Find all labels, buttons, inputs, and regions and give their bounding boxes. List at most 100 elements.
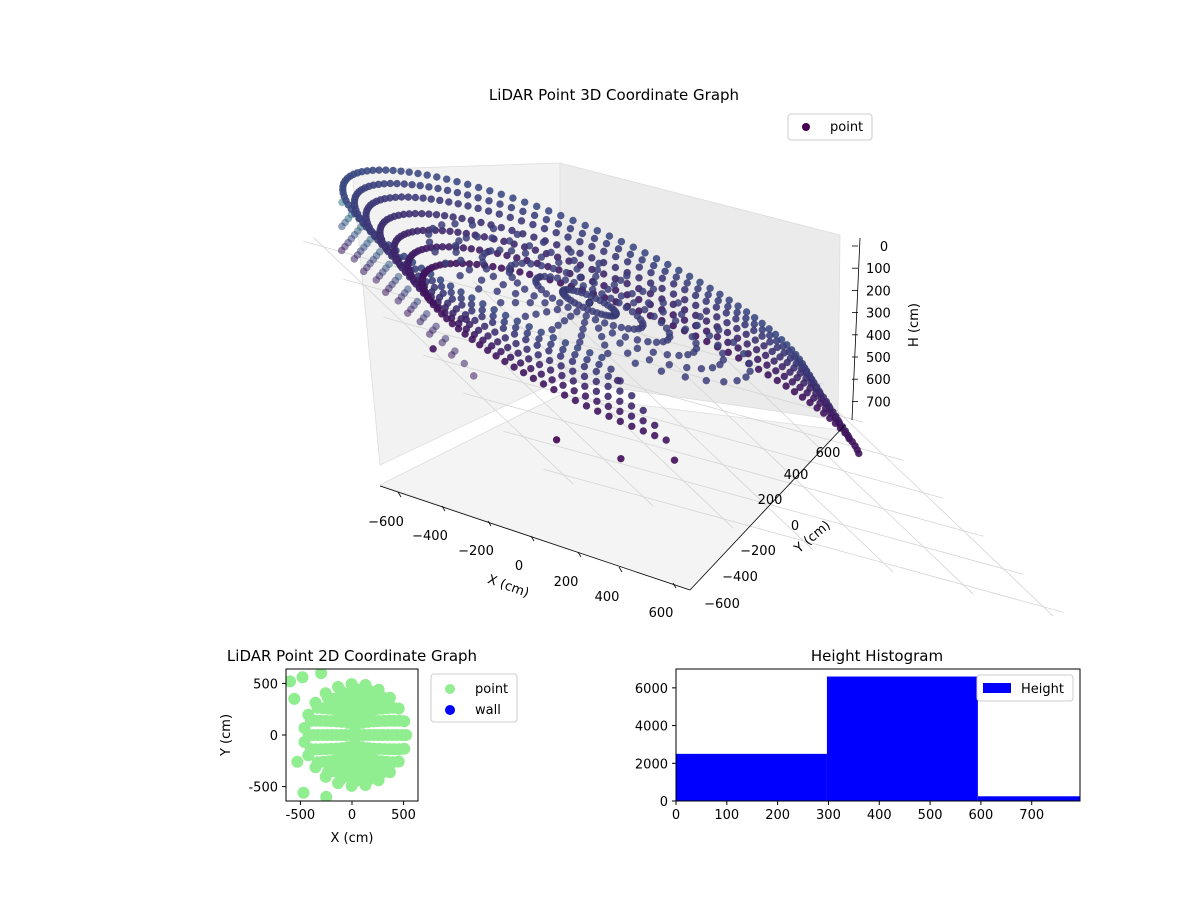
point-187 [425,183,433,191]
point-874 [659,299,668,307]
point-904 [719,356,728,364]
point-843 [555,258,563,267]
point-347 [691,301,700,310]
point-235 [607,365,615,374]
point-77 [629,243,638,251]
point-170 [614,245,623,253]
point-799 [657,318,666,327]
x-tick-label-3: 0 [515,559,523,574]
point-165 [672,273,681,281]
point-166 [661,267,669,276]
point-247 [766,338,774,346]
point-431 [770,357,778,365]
point-598 [639,416,647,425]
point-311 [448,295,457,303]
point-684 [593,407,602,416]
point-75 [652,254,661,263]
point-880 [525,241,534,250]
point-821 [553,305,562,314]
point-616 [764,371,772,379]
point-262 [611,252,620,261]
grid-x-6 [793,369,1054,617]
point-824 [594,324,603,333]
point-943 [552,435,561,444]
point-785 [564,303,572,312]
point-337 [783,358,792,367]
point-68 [725,296,734,305]
point-155 [765,331,774,340]
point-879 [547,248,555,257]
point-587 [516,359,525,367]
point-862 [633,344,642,353]
point-223 [467,300,476,309]
point-894 [554,321,563,330]
hist-y-tick-label-2: 4000 [635,720,668,735]
point-762 [611,307,619,316]
point-80 [593,226,602,235]
point-188 [416,181,425,190]
point-614 [782,382,790,390]
point-607 [831,419,840,428]
point2d-117 [345,678,358,691]
point-189 [408,180,416,189]
point-682 [571,396,580,405]
point-595 [604,402,613,411]
point-921 [428,224,437,233]
point-84 [544,207,553,215]
point-800 [650,312,658,321]
plot2d-title: LiDAR Point 2D Coordinate Graph [227,647,477,665]
point-858 [560,316,569,325]
point-506 [616,397,624,406]
point-186 [434,184,442,193]
point-496 [503,343,512,352]
point-871 [705,331,714,340]
point-69 [716,290,724,299]
point-613 [790,387,799,396]
point-783 [548,294,557,303]
point-416 [616,387,624,395]
point-901 [697,364,706,373]
point-786 [573,307,581,316]
point-864 [663,350,672,359]
point-317 [510,330,519,338]
point-180 [496,200,504,208]
point-373 [417,209,426,218]
point-895 [577,331,586,340]
point-676 [510,363,518,371]
point-642 [489,262,497,271]
point-70 [706,284,714,293]
point-371 [432,210,441,219]
point-906 [714,341,722,350]
point-357 [576,249,584,258]
point2d-134 [286,675,297,688]
point-76 [641,249,649,257]
point2d-139 [320,790,333,801]
point-886 [451,241,460,250]
histogram: Height Histogram 0 100 200 300 400 500 600 7000… [635,647,1081,823]
point-803 [617,292,626,300]
plot2d-legend-point-marker [445,684,455,694]
z-tick-label-2: 200 [866,284,891,299]
point2d-128 [345,779,358,792]
point-938 [733,376,741,385]
point-173 [578,229,587,238]
point-453 [531,246,540,254]
point-233 [583,355,591,364]
point-782 [542,289,551,298]
point-413 [580,372,589,381]
point-445 [623,279,631,288]
point-939 [742,373,750,381]
point-406 [501,334,510,342]
point-521 [788,378,797,386]
x-tick-mark-6 [672,582,677,589]
point-226 [500,318,509,326]
point-144 [598,353,606,362]
point-841 [592,272,600,281]
point-281 [411,193,420,202]
point-159 [733,308,741,317]
x-tick-mark-5 [618,566,623,573]
point-497 [514,349,522,358]
point-523 [772,366,780,375]
plot2d-legend-point-label: point [475,682,508,697]
point-156 [758,325,767,334]
